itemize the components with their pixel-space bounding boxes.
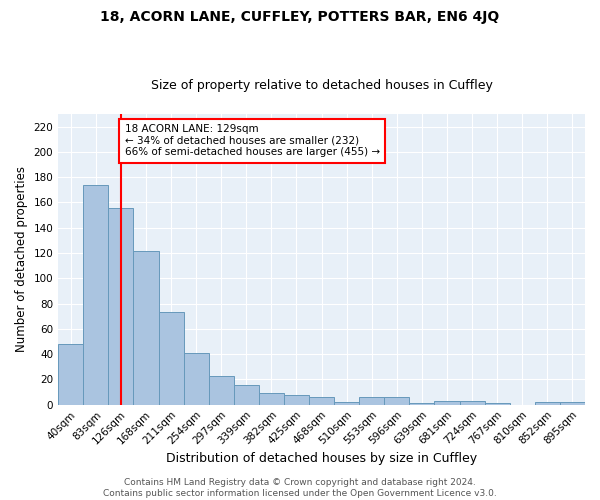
- X-axis label: Distribution of detached houses by size in Cuffley: Distribution of detached houses by size …: [166, 452, 477, 465]
- Bar: [460, 401, 485, 404]
- Bar: [284, 394, 309, 404]
- Bar: [209, 376, 234, 404]
- Bar: [184, 353, 209, 405]
- Text: Contains HM Land Registry data © Crown copyright and database right 2024.
Contai: Contains HM Land Registry data © Crown c…: [103, 478, 497, 498]
- Bar: [259, 394, 284, 404]
- Bar: [109, 208, 133, 404]
- Bar: [560, 402, 585, 404]
- Bar: [385, 397, 409, 404]
- Bar: [58, 344, 83, 405]
- Bar: [334, 402, 359, 404]
- Bar: [535, 402, 560, 404]
- Text: 18 ACORN LANE: 129sqm
← 34% of detached houses are smaller (232)
66% of semi-det: 18 ACORN LANE: 129sqm ← 34% of detached …: [125, 124, 380, 158]
- Bar: [234, 384, 259, 404]
- Text: 18, ACORN LANE, CUFFLEY, POTTERS BAR, EN6 4JQ: 18, ACORN LANE, CUFFLEY, POTTERS BAR, EN…: [100, 10, 500, 24]
- Bar: [359, 397, 385, 404]
- Bar: [309, 397, 334, 404]
- Bar: [133, 250, 158, 404]
- Bar: [158, 312, 184, 404]
- Y-axis label: Number of detached properties: Number of detached properties: [15, 166, 28, 352]
- Bar: [434, 401, 460, 404]
- Bar: [83, 185, 109, 404]
- Title: Size of property relative to detached houses in Cuffley: Size of property relative to detached ho…: [151, 79, 493, 92]
